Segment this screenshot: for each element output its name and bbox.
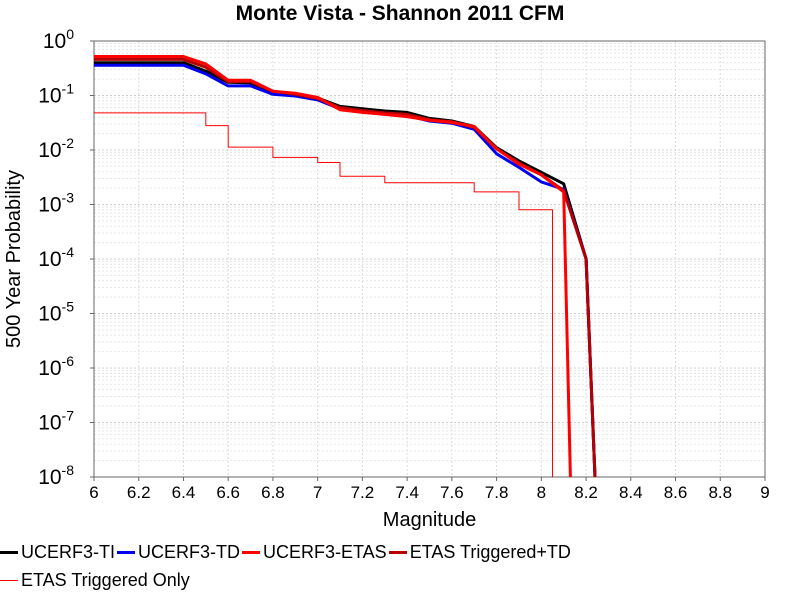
- legend-swatch-ucerf3-ti: [0, 550, 18, 554]
- y-tick-label: 10-1: [38, 81, 74, 108]
- y-tick-labels: 100 10-1 10-2 10-3 10-4 10-5 10-6 10-7 10-8: [38, 26, 94, 489]
- legend-item-etas-triggered-only: ETAS Triggered Only: [0, 570, 190, 591]
- x-tick-label: 7.2: [351, 483, 375, 502]
- chart: Monte Vista - Shannon 2011 CFM 6 6.2 6.4 6.…: [3, 2, 770, 531]
- x-tick-labels: 6 6.2 6.4 6.6 6.8 7 7.2 7.4 7.6 7.8 8 8.2 8.4 8.6 8.8 9: [89, 477, 770, 502]
- x-tick-label: 8.2: [574, 483, 598, 502]
- legend-label-etas-triggered-td: ETAS Triggered+TD: [409, 541, 571, 562]
- x-tick-label: 8: [537, 483, 546, 502]
- legend-row-1: UCERF3-TI UCERF3-TD UCERF3-ETAS ETAS Tri…: [0, 538, 800, 566]
- x-axis-label: Magnitude: [383, 509, 476, 531]
- series-line-etas-triggered-td: [94, 57, 597, 477]
- y-axis-label: 500 Year Probability: [3, 170, 25, 348]
- x-tick-label: 7.8: [485, 483, 509, 502]
- series-line-ucerf3-ti: [94, 61, 597, 477]
- x-tick-label: 6.4: [172, 483, 196, 502]
- y-tick-label: 10-3: [38, 190, 74, 217]
- y-tick-label: 100: [43, 26, 74, 53]
- y-tick-label: 10-2: [38, 135, 74, 162]
- y-tick-label: 10-5: [38, 299, 74, 326]
- legend-swatch-etas-triggered-only: [0, 579, 18, 581]
- y-tick-label: 10-4: [38, 244, 74, 271]
- series-layer: [94, 55, 597, 477]
- y-tick-label: 10-6: [38, 353, 74, 380]
- y-tick-label: 10-7: [38, 408, 74, 435]
- x-tick-label: 7: [313, 483, 322, 502]
- grid: [93, 41, 766, 478]
- series-line-ucerf3-etas: [94, 55, 572, 477]
- x-tick-label: 7.4: [395, 483, 419, 502]
- chart-title: Monte Vista - Shannon 2011 CFM: [236, 2, 565, 25]
- x-tick-label: 6.6: [216, 483, 240, 502]
- x-tick-label: 8.8: [708, 483, 732, 502]
- legend-swatch-ucerf3-td: [117, 550, 135, 554]
- x-tick-label: 6.2: [127, 483, 151, 502]
- legend-swatch-etas-triggered-td: [388, 550, 407, 554]
- x-tick-label: 9: [760, 483, 769, 502]
- legend-swatch-ucerf3-etas: [242, 550, 260, 554]
- legend-item-ucerf3-etas: UCERF3-ETAS: [242, 542, 387, 563]
- x-tick-label: 6: [89, 483, 98, 502]
- x-tick-label: 6.8: [261, 483, 285, 502]
- legend: UCERF3-TI UCERF3-TD UCERF3-ETAS ETAS Tri…: [0, 538, 800, 594]
- legend-label-ucerf3-td: UCERF3-TD: [138, 541, 240, 562]
- y-tick-label: 10-8: [38, 462, 74, 489]
- legend-label-ucerf3-etas: UCERF3-ETAS: [263, 541, 387, 562]
- x-tick-label: 8.4: [619, 483, 643, 502]
- legend-item-etas-triggered-td: ETAS Triggered+TD: [388, 541, 571, 563]
- legend-item-ucerf3-ti: UCERF3-TI: [0, 542, 115, 563]
- series-line-etas-triggered-only: [94, 112, 553, 477]
- legend-label-ucerf3-ti: UCERF3-TI: [21, 541, 115, 562]
- legend-item-ucerf3-td: UCERF3-TD: [117, 542, 240, 563]
- legend-row-2: ETAS Triggered Only: [0, 566, 800, 594]
- x-tick-label: 8.6: [664, 483, 688, 502]
- legend-label-etas-triggered-only: ETAS Triggered Only: [21, 569, 190, 590]
- x-tick-label: 7.6: [440, 483, 464, 502]
